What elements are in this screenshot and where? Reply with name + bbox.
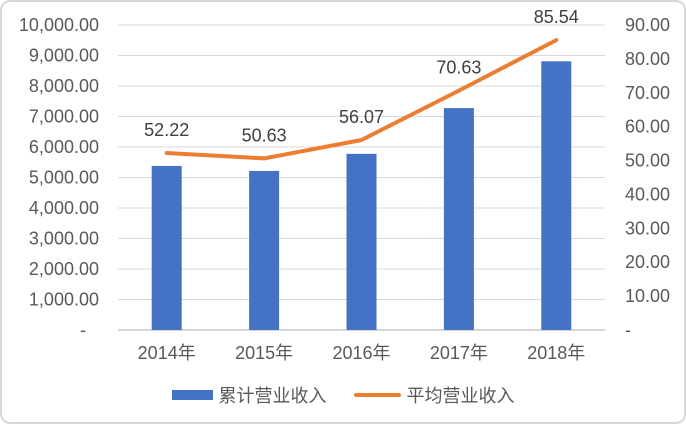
right-axis-tick-label: 30.00	[625, 218, 670, 238]
legend-item-average-revenue: 平均营业收入	[353, 382, 515, 408]
right-axis-tick-label: 90.00	[625, 15, 670, 35]
right-axis-tick-label: 10.00	[625, 286, 670, 306]
right-axis-tick-label: 80.00	[625, 49, 670, 69]
right-axis-tick-label: 20.00	[625, 252, 670, 272]
x-axis-category-label: 2016年	[332, 343, 390, 363]
legend-label-average: 平均营业收入	[406, 386, 515, 406]
bar-series-swatch-icon	[171, 390, 213, 400]
left-axis-tick-label: 8,000.00	[29, 76, 99, 96]
bar-2017年	[443, 108, 474, 330]
x-axis-category-label: 2017年	[430, 343, 488, 363]
legend: 累计营业收入 平均营业收入	[2, 383, 684, 407]
right-axis-tick-label: 60.00	[625, 117, 670, 137]
left-axis-tick-label: 5,000.00	[29, 168, 99, 188]
bar-2016年	[346, 153, 377, 330]
left-axis-tick-label: 4,000.00	[29, 198, 99, 218]
average-revenue-line	[164, 38, 559, 161]
left-axis-tick-label: 1,000.00	[29, 290, 99, 310]
legend-item-cumulative-revenue: 累计营业收入	[171, 382, 327, 408]
line-series-swatch-icon	[353, 393, 401, 397]
left-axis-tick-label: 2,000.00	[29, 259, 99, 279]
bar-2014年	[151, 165, 182, 330]
right-axis-tick-label: 40.00	[625, 184, 670, 204]
bar-2018年	[541, 61, 572, 331]
left-axis-tick-label: 6,000.00	[29, 137, 99, 157]
line-data-label: 56.07	[339, 107, 384, 127]
line-data-label: 70.63	[436, 58, 481, 78]
line-data-label: 50.63	[242, 125, 287, 145]
line-data-label: 85.54	[534, 7, 579, 27]
left-axis-tick-label: 3,000.00	[29, 229, 99, 249]
left-axis-tick-label: 7,000.00	[29, 107, 99, 127]
right-axis-tick-label: 50.00	[625, 151, 670, 171]
x-axis-category-label: 2015年	[235, 343, 293, 363]
right-axis-tick-label: -	[625, 320, 631, 340]
right-axis-tick-label: 70.00	[625, 83, 670, 103]
x-axis-category-label: 2018年	[527, 343, 585, 363]
x-axis-category-label: 2014年	[138, 343, 196, 363]
bar-2015年	[249, 170, 280, 330]
legend-label-cumulative: 累计营业收入	[218, 386, 327, 406]
left-axis-tick-label: -	[80, 320, 86, 340]
line-data-label: 52.22	[144, 120, 189, 140]
left-axis-tick-label: 10,000.00	[19, 15, 99, 35]
left-axis-tick-label: 9,000.00	[29, 46, 99, 66]
